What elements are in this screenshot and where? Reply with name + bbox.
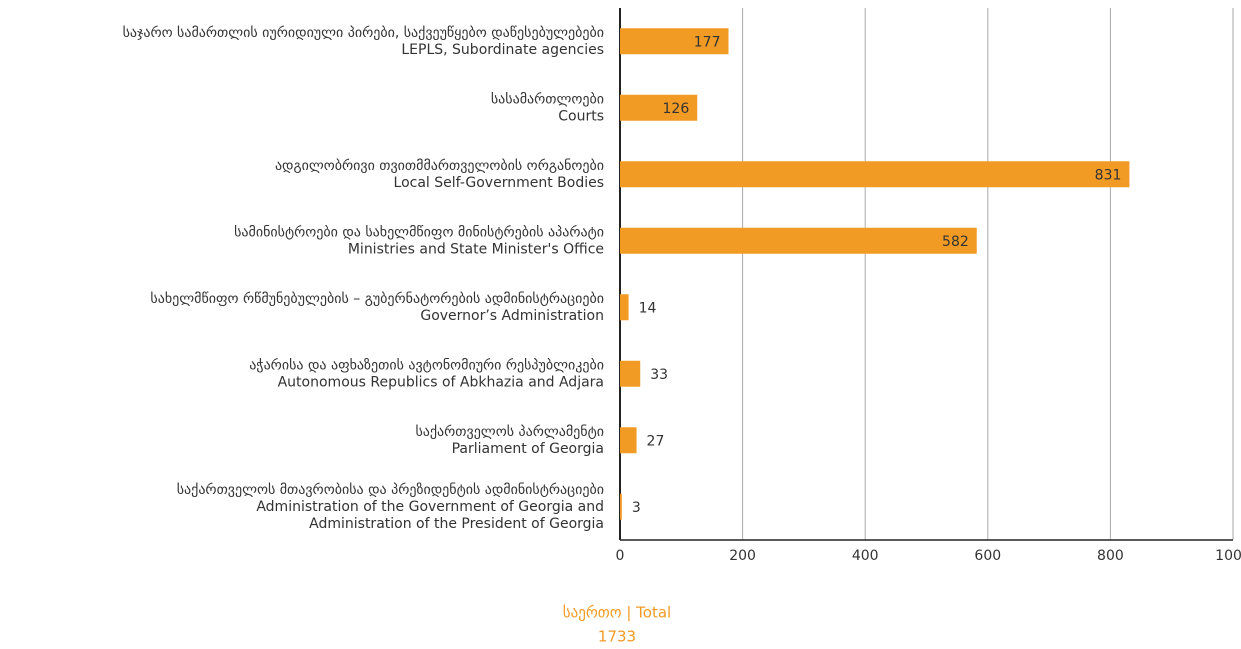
category-label: Parliament of Georgia (452, 441, 604, 457)
bar (620, 427, 637, 454)
value-label: 582 (942, 234, 969, 250)
x-tick-label: 200 (729, 548, 756, 564)
x-tick-label: 800 (1097, 548, 1124, 564)
category-label: Courts (558, 108, 604, 124)
category-label: საქართველოს მთავრობისა და პრეზიდენტის ად… (177, 481, 604, 498)
value-label: 14 (639, 300, 657, 316)
bar (620, 161, 1130, 188)
x-tick-label: 1000 (1215, 548, 1241, 564)
category-label: საქართველოს პარლამენტი (415, 423, 604, 440)
value-label: 126 (663, 101, 690, 117)
category-label: სასამართლოები (491, 90, 604, 107)
value-label: 177 (694, 34, 721, 50)
category-label: Local Self-Government Bodies (394, 175, 604, 191)
category-label: სახელმწიფო რწმუნებულების – გუბერნატორები… (150, 290, 604, 307)
total-label: საერთო | Total (563, 604, 671, 622)
category-label: სამინისტროები და სახელმწიფო მინისტრების … (234, 223, 604, 240)
value-label: 33 (650, 367, 668, 383)
category-label: LEPLS, Subordinate agencies (401, 42, 604, 58)
category-label: საჯარო სამართლის იურიდიული პირები, საქვე… (123, 24, 604, 41)
category-label: ადგილობრივი თვითმმართველობის ორგანოები (275, 157, 604, 174)
category-label: Governor’s Administration (420, 308, 604, 324)
category-label: Administration of the Government of Geor… (256, 499, 604, 515)
value-label: 831 (1095, 167, 1122, 183)
x-tick-label: 400 (852, 548, 879, 564)
bar (620, 227, 977, 254)
category-label: Autonomous Republics of Abkhazia and Adj… (278, 374, 604, 390)
bar (620, 493, 622, 520)
total-value: 1733 (598, 628, 636, 646)
bar (620, 28, 729, 55)
x-tick-label: 0 (616, 548, 625, 564)
bar (620, 294, 629, 321)
bar (620, 360, 641, 387)
value-label: 3 (632, 500, 641, 516)
bar (620, 94, 698, 121)
category-label: Administration of the President of Georg… (309, 516, 604, 532)
category-label: Ministries and State Minister's Office (348, 241, 604, 257)
x-tick-label: 600 (974, 548, 1001, 564)
value-label: 27 (647, 433, 665, 449)
category-label: აჭარისა და აფხაზეთის ავტონომიური რესპუბლ… (249, 356, 604, 373)
